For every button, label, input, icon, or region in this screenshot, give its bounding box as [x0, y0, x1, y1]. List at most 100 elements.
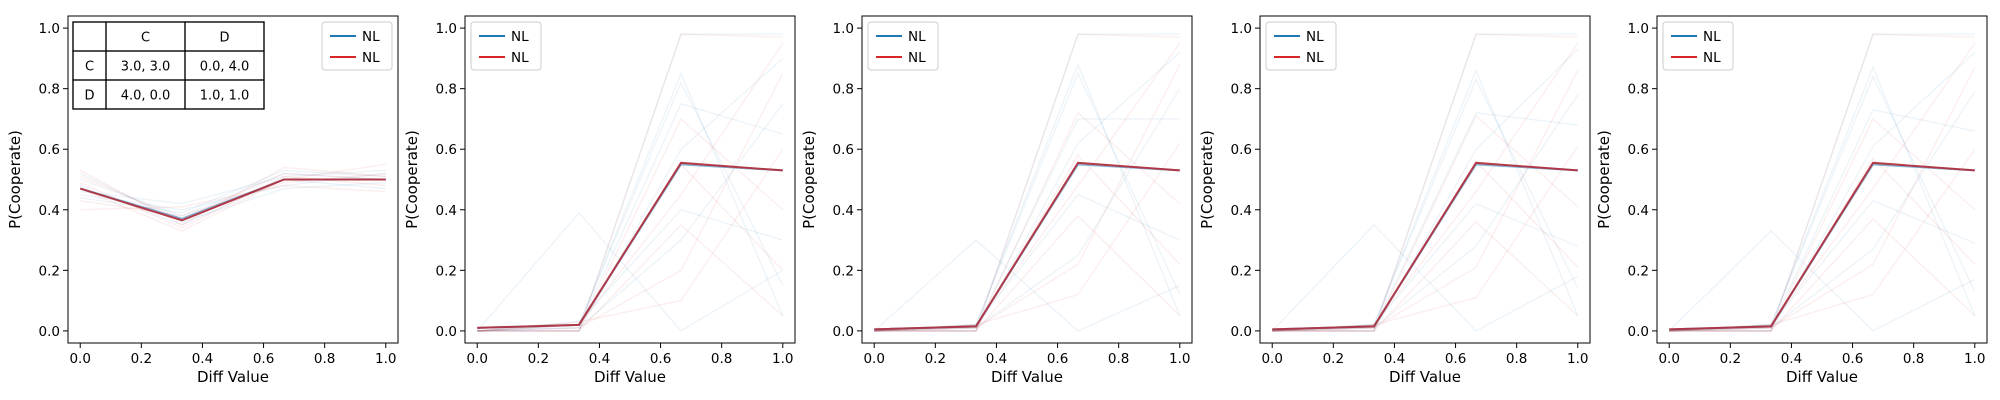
faint-blue-line: [874, 33, 1180, 332]
faint-red-line: [80, 184, 386, 211]
axes-frame: [67, 15, 399, 344]
legend-box: [1265, 21, 1337, 71]
y-tick-label: 0.8: [39, 82, 60, 98]
faint-red-line: [1272, 70, 1579, 332]
x-tick-label: 0.2: [925, 351, 946, 367]
x-tick-label: 0.6: [1047, 351, 1068, 367]
faint-red-line: [874, 42, 1181, 332]
faint-blue-line: [79, 172, 386, 217]
faint-red-line: [477, 163, 784, 332]
table-cell: [184, 79, 265, 110]
faint-red-line: [1669, 33, 1975, 332]
x-tick-label: 0.8: [1506, 351, 1527, 367]
legend-label: NL: [362, 29, 380, 45]
y-tick-label: 0.8: [1231, 82, 1252, 98]
faint-blue-line: [874, 51, 1181, 332]
y-tick-label: 0.4: [1231, 203, 1252, 219]
legend-box: [1662, 21, 1734, 71]
y-tick-label: 0.0: [1628, 324, 1649, 340]
mean-blue-line: [1272, 163, 1578, 331]
mean-blue-line: [1669, 163, 1975, 331]
faint-red-line: [477, 223, 784, 332]
table-cell-text: 3.0, 3.0: [121, 60, 171, 75]
y-axis-label: P(Cooperate): [6, 130, 24, 229]
x-tick-label: 0.6: [1445, 351, 1466, 367]
y-tick-label: 0.4: [833, 203, 854, 219]
y-tick-label: 0.0: [436, 324, 457, 340]
faint-red-line: [874, 154, 1181, 332]
faint-red-line: [1669, 217, 1976, 332]
faint-blue-line: [80, 169, 386, 205]
x-tick-label: 0.2: [1720, 351, 1741, 367]
y-tick-label: 0.4: [39, 203, 60, 219]
faint-red-line: [1272, 220, 1579, 332]
x-tick-label: 0.6: [1842, 351, 1863, 367]
legend-box: [321, 21, 393, 71]
faint-blue-line: [874, 118, 1180, 332]
x-tick-label: 0.6: [253, 351, 274, 367]
x-tick-label: 0.0: [69, 351, 90, 367]
legend-label: NL: [908, 50, 926, 66]
y-axis-label: P(Cooperate): [1198, 130, 1216, 229]
faint-blue-line: [1669, 51, 1976, 332]
faint-blue-line: [477, 103, 784, 332]
y-tick-label: 0.2: [833, 263, 854, 279]
faint-red-line: [79, 166, 386, 226]
faint-blue-line: [477, 57, 784, 332]
x-tick-label: 0.2: [131, 351, 152, 367]
axes-frame: [1259, 15, 1591, 344]
y-tick-label: 0.4: [1628, 203, 1649, 219]
x-tick-label: 0.4: [192, 351, 213, 367]
mean-red-line: [477, 161, 783, 329]
y-tick-label: 0.6: [436, 142, 457, 158]
legend-label: NL: [511, 50, 529, 66]
legend-label: NL: [1703, 50, 1721, 66]
faint-blue-line: [1272, 48, 1579, 332]
faint-blue-line: [79, 172, 386, 223]
faint-blue-line: [1668, 229, 1976, 332]
x-axis-label: Diff Value: [594, 368, 666, 386]
y-tick-label: 0.8: [833, 82, 854, 98]
payoff-table: C DC 3.0, 3.0 0.0, 4.0D 4.0, 0.0 1.0, 1.0: [72, 21, 265, 110]
y-axis-label: P(Cooperate): [800, 130, 818, 229]
y-tick-label: 0.2: [1231, 263, 1252, 279]
chart-panel-2: 0.0 0.2 0.4 0.6 0.8 1.0 0.0 0.2 0.4 0.6 0.8 1.0 Diff…: [403, 15, 796, 386]
faint-red-line: [874, 214, 1181, 332]
faint-blue-line: [477, 71, 784, 332]
mean-blue-line: [874, 163, 1180, 331]
y-tick-label: 0.2: [39, 263, 60, 279]
y-tick-label: 1.0: [833, 21, 854, 37]
faint-red-line: [1272, 145, 1579, 332]
faint-blue-line: [477, 208, 783, 332]
x-tick-label: 0.0: [1261, 351, 1282, 367]
y-tick-label: 0.0: [833, 324, 854, 340]
axes-frame: [1656, 15, 1988, 344]
x-tick-label: 1.0: [1567, 351, 1588, 367]
mean-blue-line: [477, 163, 783, 329]
x-tick-label: 0.2: [528, 351, 549, 367]
y-tick-label: 1.0: [436, 21, 457, 37]
table-cell-text: 1.0, 1.0: [200, 89, 250, 104]
faint-red-line: [477, 73, 784, 332]
x-tick-label: 0.8: [711, 351, 732, 367]
chart-panel-3: 0.0 0.2 0.4 0.6 0.8 1.0 0.0 0.2 0.4 0.6 0.8 1.0 Diff…: [800, 15, 1193, 386]
y-tick-label: 0.6: [1231, 142, 1252, 158]
faint-blue-line: [476, 211, 784, 332]
legend-label: NL: [1703, 29, 1721, 45]
y-tick-label: 0.4: [436, 203, 457, 219]
mean-red-line: [1669, 161, 1975, 331]
axes-frame: [464, 15, 796, 344]
x-tick-label: 0.2: [1323, 351, 1344, 367]
y-tick-label: 0.8: [1628, 82, 1649, 98]
legend-box: [470, 21, 542, 71]
faint-red-line: [874, 64, 1181, 332]
chart-panel-5: 0.0 0.2 0.4 0.6 0.8 1.0 0.0 0.2 0.4 0.6 0.8 1.0 Diff…: [1595, 15, 1988, 386]
legend: NL NL: [867, 21, 939, 71]
faint-red-line: [477, 42, 784, 332]
faint-blue-line: [874, 88, 1181, 332]
x-tick-label: 1.0: [1964, 351, 1985, 367]
x-tick-label: 0.4: [589, 351, 610, 367]
x-tick-label: 0.8: [1108, 351, 1129, 367]
legend-label: NL: [1306, 50, 1324, 66]
